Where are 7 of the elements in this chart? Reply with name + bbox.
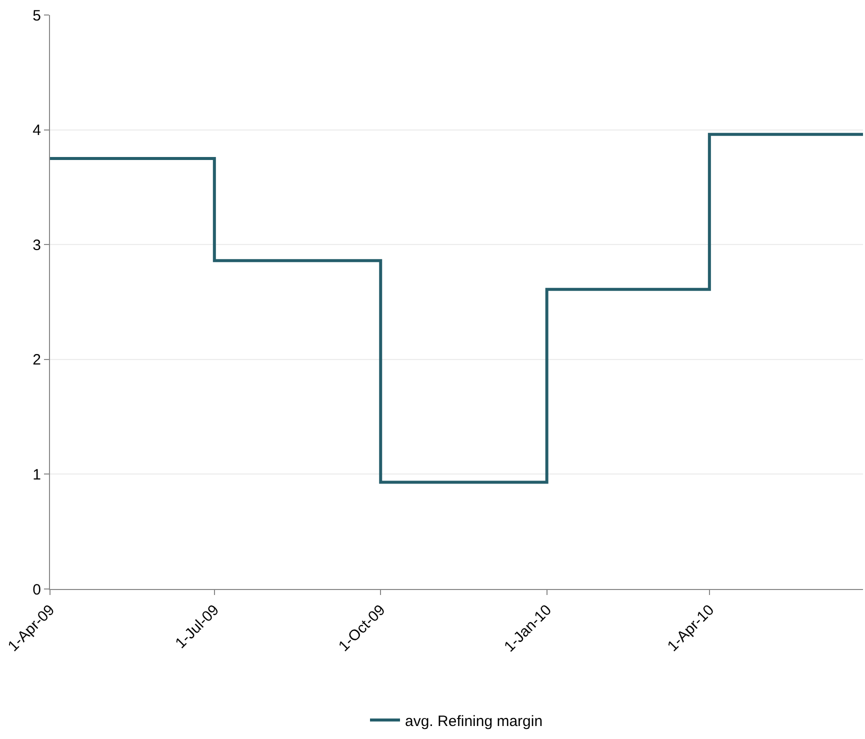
y-tick-label: 0 xyxy=(32,581,41,598)
y-tick-label: 3 xyxy=(32,236,41,254)
legend-label: avg. Refining margin xyxy=(405,712,543,730)
y-tick-label: 1 xyxy=(32,466,41,484)
y-tick-label: 5 xyxy=(32,7,41,24)
y-tick-label: 2 xyxy=(32,352,41,369)
y-tick-label: 4 xyxy=(32,122,41,140)
